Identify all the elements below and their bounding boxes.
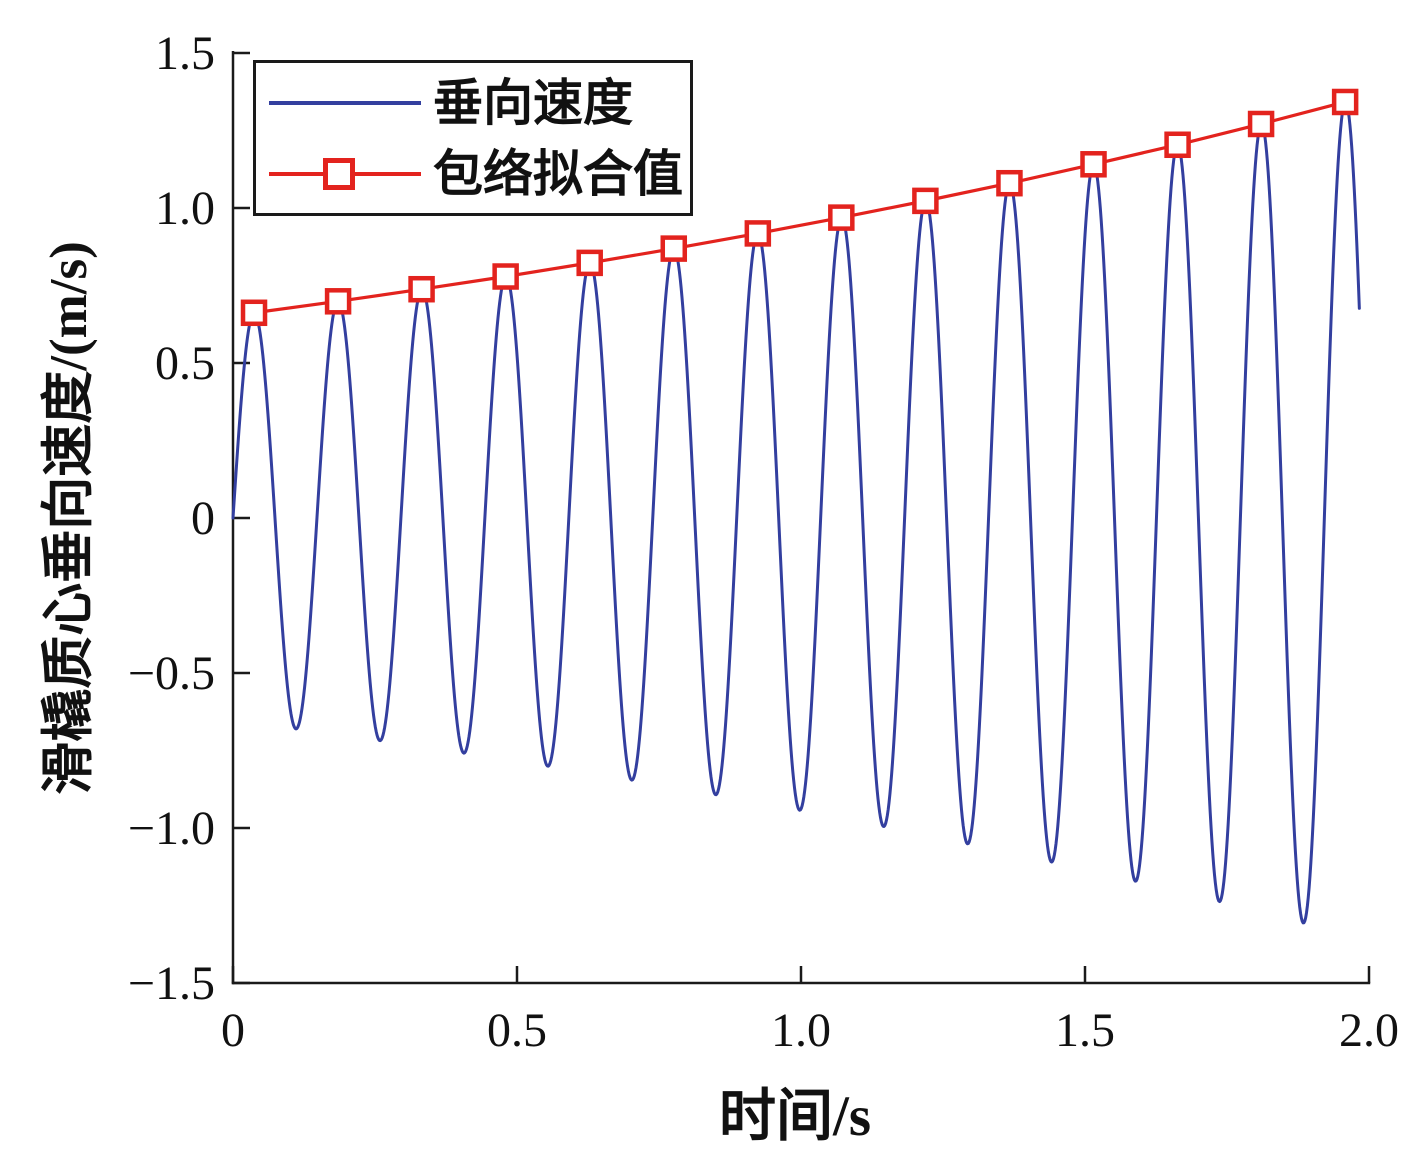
envelope-marker xyxy=(240,299,268,327)
x-tick-label: 2.0 xyxy=(1339,1004,1399,1057)
y-tick-label: 0 xyxy=(191,492,215,545)
envelope-marker xyxy=(828,204,855,231)
blue-line-swatch xyxy=(269,67,421,138)
envelope-marker xyxy=(1247,110,1275,138)
envelope-marker xyxy=(996,169,1023,197)
legend: 垂向速度 包络拟合值 xyxy=(253,60,693,216)
x-tick-label: 0.5 xyxy=(487,1004,547,1057)
envelope-marker xyxy=(660,235,688,262)
open-square-marker-icon xyxy=(323,157,355,190)
envelope-fit-line xyxy=(253,100,1346,315)
legend-label-vertical-velocity: 垂向速度 xyxy=(433,74,633,131)
envelope-marker xyxy=(1080,151,1107,178)
envelope-marker xyxy=(912,187,939,215)
y-tick-label: 0.5 xyxy=(155,337,215,390)
y-axis-title: 滑橇质心垂向速度/(m/s) xyxy=(40,241,98,795)
envelope-marker xyxy=(492,263,519,290)
y-tick-label: 1.5 xyxy=(155,27,215,80)
envelope-marker xyxy=(576,249,603,277)
x-tick-label: 1.0 xyxy=(771,1004,831,1057)
x-tick-label: 0 xyxy=(221,1004,245,1057)
envelope-marker xyxy=(408,275,435,303)
y-tick-label: −1.0 xyxy=(128,802,215,855)
red-line-square-swatch xyxy=(269,138,421,209)
envelope-marker xyxy=(1331,88,1359,116)
legend-label-envelope-fit: 包络拟合值 xyxy=(433,145,683,202)
legend-item-vertical-velocity[interactable]: 垂向速度 xyxy=(269,67,690,138)
x-axis-title: 时间/s xyxy=(718,1085,872,1148)
legend-item-envelope-fit[interactable]: 包络拟合值 xyxy=(269,138,690,209)
envelope-marker xyxy=(744,220,772,247)
x-tick-label: 1.5 xyxy=(1055,1004,1115,1057)
y-tick-label: 1.0 xyxy=(155,182,215,235)
y-tick-label: −1.5 xyxy=(128,957,215,1010)
envelope-marker xyxy=(1164,131,1191,159)
envelope-marker xyxy=(324,288,352,315)
blue-line-sample xyxy=(269,100,421,105)
y-tick-label: −0.5 xyxy=(128,647,215,700)
